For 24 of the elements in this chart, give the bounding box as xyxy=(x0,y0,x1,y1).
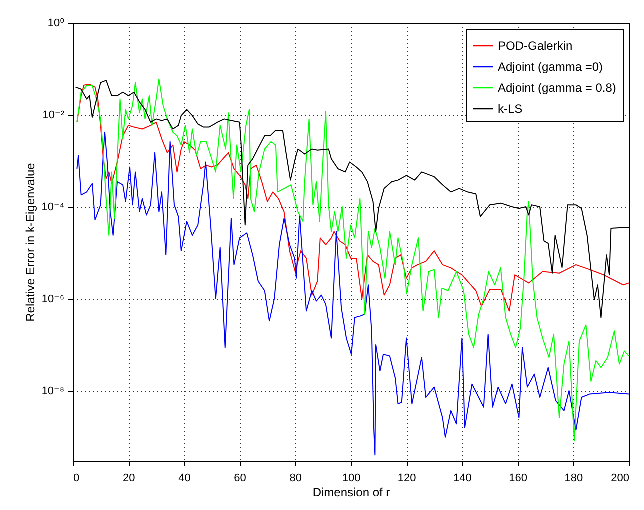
y-tick-label: 10⁻² xyxy=(42,109,65,122)
x-tick-label: 20 xyxy=(122,472,136,484)
legend-label: k-LS xyxy=(498,102,523,116)
legend-label: Adjoint (gamma =0) xyxy=(498,60,604,74)
x-tick-label: 100 xyxy=(342,472,361,484)
x-tick-label: 40 xyxy=(178,472,191,484)
x-tick-label: 120 xyxy=(398,472,416,484)
y-tick-label: 10⁰ xyxy=(48,18,66,30)
y-tick-label: 10⁻⁸ xyxy=(42,385,64,398)
line-series xyxy=(76,132,629,456)
legend-label: POD-Galerkin xyxy=(498,39,573,53)
y-tick-label: 10⁻⁴ xyxy=(42,201,65,214)
y-axis-title: Relative Error in k-Eigenvalue xyxy=(24,162,38,322)
x-tick-label: 160 xyxy=(509,472,528,484)
y-tick-label: 10⁻⁶ xyxy=(42,293,64,306)
legend-label: Adjoint (gamma = 0.8) xyxy=(498,81,616,95)
x-tick-label: 140 xyxy=(454,472,472,484)
x-tick-label: 180 xyxy=(564,472,584,484)
x-tick-label: 60 xyxy=(234,472,246,484)
x-axis-title: Dimension of r xyxy=(312,486,390,500)
x-tick-label: 0 xyxy=(74,472,80,484)
line-series xyxy=(76,78,629,442)
x-tick-label: 80 xyxy=(290,472,302,484)
x-tick-label: 200 xyxy=(611,472,630,484)
